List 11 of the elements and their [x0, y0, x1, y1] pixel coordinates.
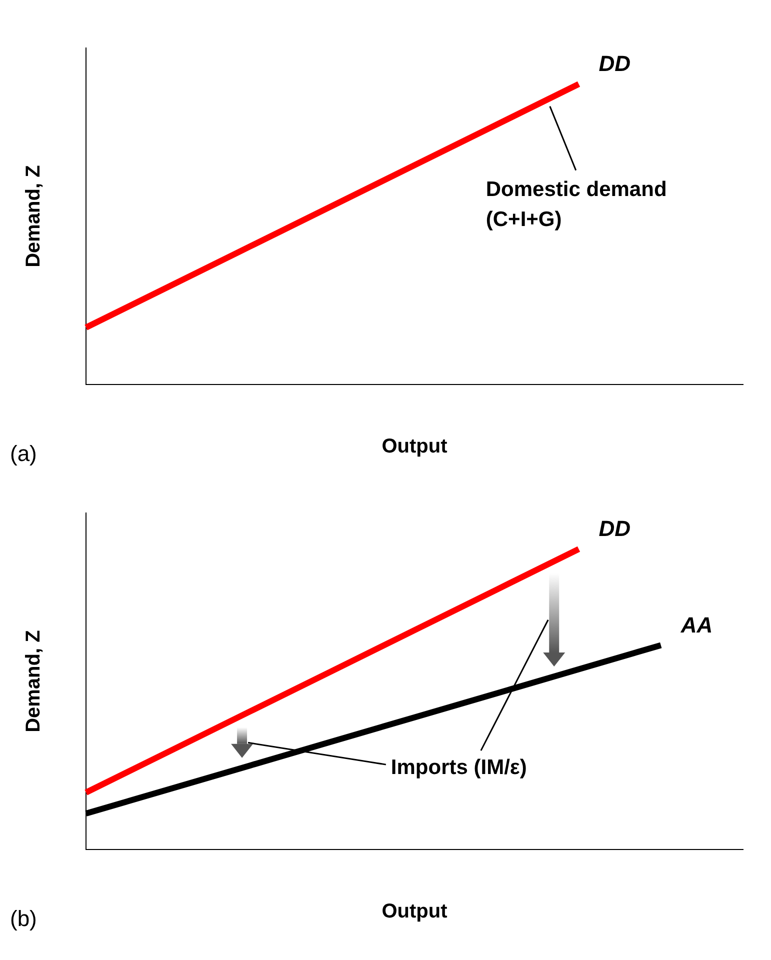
y-axis-title: Demand, Z: [22, 165, 45, 268]
x-axis-title: Output: [382, 436, 448, 458]
x-axis-title: Output: [382, 900, 448, 923]
text: (a): [10, 441, 37, 467]
annotation: Domestic demand (C+I+G): [486, 177, 668, 234]
text: (b): [10, 906, 37, 932]
y-axis-title: Demand, Z: [22, 630, 45, 732]
series-label: AA: [680, 612, 713, 638]
series-label: DD: [598, 516, 631, 542]
series-label: DD: [598, 51, 631, 76]
annotation: Imports (IM/ε): [390, 754, 528, 781]
